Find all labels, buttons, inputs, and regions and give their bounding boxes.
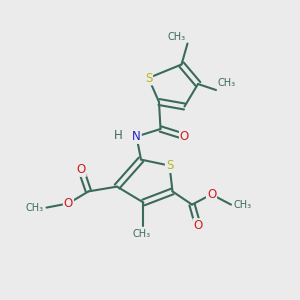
Text: H: H [114, 129, 123, 142]
Text: CH₃: CH₃ [26, 202, 44, 213]
Text: O: O [194, 219, 202, 232]
Text: O: O [76, 163, 85, 176]
Text: S: S [145, 71, 152, 85]
Text: O: O [207, 188, 216, 201]
Text: O: O [180, 130, 189, 143]
Text: N: N [132, 130, 141, 143]
Text: CH₃: CH₃ [234, 200, 252, 210]
Text: S: S [166, 159, 173, 172]
Text: O: O [64, 197, 73, 210]
Text: CH₃: CH₃ [168, 32, 186, 42]
Text: CH₃: CH₃ [218, 79, 236, 88]
Text: CH₃: CH₃ [133, 229, 151, 238]
